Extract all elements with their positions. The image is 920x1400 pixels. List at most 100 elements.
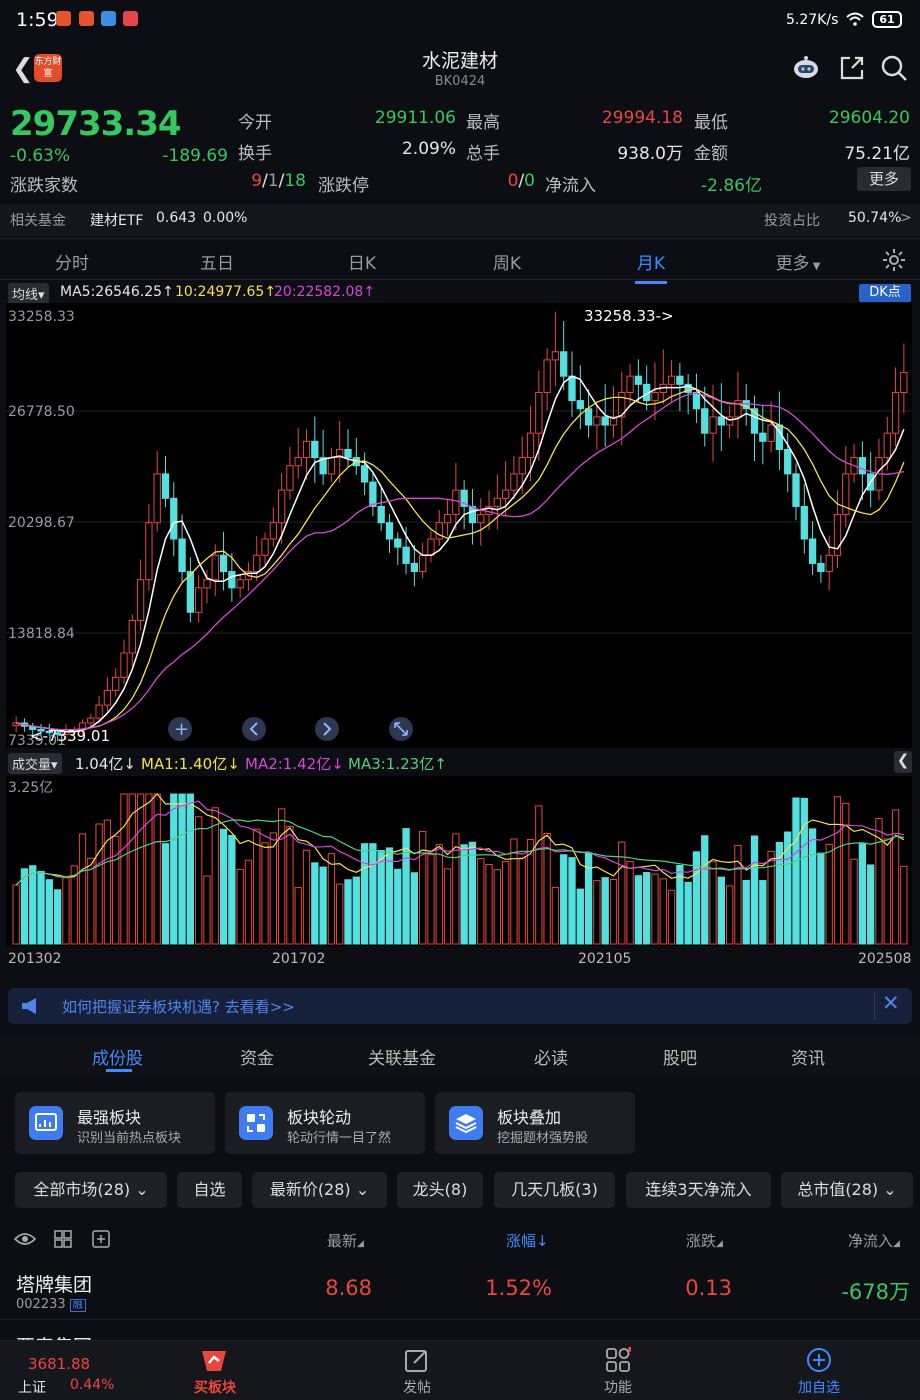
volume-bar (593, 880, 601, 945)
card-sector-rotation[interactable]: 板块轮动 轮动行情一目了然 (225, 1092, 425, 1154)
index-name: 上证 (18, 1380, 46, 1396)
volume-bar (626, 860, 634, 945)
index-value[interactable]: 3681.88 (28, 1355, 91, 1373)
card-sector-overlay[interactable]: 板块叠加 挖掘题材强势股 (435, 1092, 635, 1154)
candle-body (891, 391, 900, 434)
volume-bar (485, 863, 493, 945)
eye-icon[interactable] (14, 1232, 36, 1246)
tab-related-funds[interactable]: 关联基金 (368, 1049, 436, 1069)
filter-limit-days[interactable]: 几天几板(3) (494, 1172, 615, 1208)
col-latest[interactable]: 最新◢ (327, 1232, 364, 1250)
candle-body (560, 351, 568, 377)
chart-nav-controls: + (168, 717, 413, 741)
wifi-icon (846, 12, 864, 26)
volume-bars-group (12, 793, 908, 945)
candle-body (369, 481, 377, 507)
tab-must-read[interactable]: 必读 (534, 1049, 568, 1069)
candle-body (410, 562, 419, 573)
x-label: 201302 (8, 951, 62, 967)
robot-assistant-icon[interactable] (792, 54, 820, 82)
stock-net-inflow: -678万 (841, 1280, 910, 1304)
related-fund-row[interactable]: 相关基金 建材ETF 0.643 0.00% 投资占比 50.74% > (0, 204, 920, 236)
notification-icon (79, 11, 94, 26)
grid-icon[interactable] (54, 1230, 72, 1248)
ma20-value: 20:22582.08↑ (274, 284, 376, 300)
promo-banner[interactable]: 如何把握证券板块机遇? 去看看>> ✕ (8, 988, 912, 1024)
filter-all-market[interactable]: 全部市场(28) ⌄ (15, 1172, 167, 1208)
tab-news[interactable]: 资讯 (791, 1049, 825, 1069)
dk-point-button[interactable]: DK点 (859, 284, 911, 302)
high-value: 29994.18 (601, 108, 683, 128)
nav-buy-sector[interactable]: 买板块 (194, 1380, 236, 1396)
volume-bar (460, 844, 468, 945)
zoom-in-button[interactable] (168, 717, 192, 741)
volume-selector-button[interactable]: 成交量▾ (8, 753, 62, 774)
chevron-left-icon (249, 722, 258, 736)
expand-icon (394, 722, 408, 736)
volume-bar (360, 843, 369, 945)
nav-post[interactable]: 发帖 (403, 1380, 431, 1396)
open-label: 今开 (238, 113, 272, 133)
share-icon[interactable] (838, 54, 866, 82)
close-icon[interactable]: ✕ (882, 991, 900, 1015)
turnover-value: 2.09% (401, 139, 456, 159)
nav-add-watchlist[interactable]: 加自选 (798, 1380, 840, 1396)
filter-net-inflow[interactable]: 连续3天净流入 (626, 1172, 771, 1208)
volume-bar (112, 835, 120, 945)
settings-gear-icon[interactable] (882, 248, 906, 272)
tab-funds-flow[interactable]: 资金 (240, 1049, 274, 1069)
col-net-inflow[interactable]: 净流入◢ (848, 1232, 900, 1250)
candle-body (526, 432, 535, 459)
table-row[interactable]: 塔牌集团 002233 融 8.68 1.52% 0.13 -678万 (0, 1258, 920, 1320)
collapse-panel-button[interactable]: ❮ (894, 751, 912, 773)
stock-name: 亚泰集团 (16, 1332, 92, 1342)
volume-bar (443, 868, 452, 945)
scroll-right-button[interactable] (315, 717, 339, 741)
table-row[interactable]: 亚泰集团 (0, 1320, 920, 1342)
back-icon[interactable]: ❮ (12, 54, 34, 84)
volume-bar (891, 809, 900, 945)
tab-five-day[interactable]: 五日 (200, 254, 234, 274)
candle-body (676, 375, 684, 385)
filter-watchlist[interactable]: 自选 (177, 1172, 242, 1208)
candle-body (452, 489, 460, 516)
tab-monthly-k[interactable]: 月K (611, 249, 691, 284)
filter-leader[interactable]: 龙头(8) (397, 1172, 483, 1208)
tab-weekly-k[interactable]: 周K (492, 254, 522, 274)
ma-legend: 均线▾ MA5:26546.25↑ 10:24977.65↑ 20:22582.… (0, 281, 920, 304)
volume-bar (327, 853, 336, 945)
candlestick-chart[interactable]: 33258.33 26778.50 20298.67 13818.84 7339… (0, 303, 920, 748)
layers-icon (449, 1106, 483, 1140)
candle-body (460, 489, 468, 507)
add-icon[interactable] (92, 1230, 110, 1248)
volume-chart[interactable]: 3.25亿 (0, 776, 920, 946)
volume-bar (518, 857, 526, 945)
stock-code: 002233 融 (16, 1296, 86, 1312)
volume-bar (336, 883, 344, 945)
col-change-pct[interactable]: 涨幅↓ (506, 1232, 549, 1250)
candle-body (170, 497, 178, 540)
card-strongest-sector[interactable]: 最强板块 识别当前热点板块 (15, 1092, 215, 1154)
index-pct: 0.44% (70, 1377, 115, 1393)
search-icon[interactable] (880, 54, 908, 82)
scroll-left-button[interactable] (242, 717, 266, 741)
col-change[interactable]: 涨跌◢ (686, 1232, 723, 1250)
tab-intraday[interactable]: 分时 (55, 254, 89, 274)
tab-more[interactable]: 更多 ▼ (775, 254, 821, 274)
volume-bar (493, 869, 501, 945)
ma10-value: 10:24977.65↑ (175, 284, 277, 300)
ma-selector-button[interactable]: 均线▾ (8, 283, 49, 304)
tab-forum[interactable]: 股吧 (663, 1049, 697, 1069)
tab-constituents[interactable]: 成份股 (92, 1049, 143, 1069)
volume-bar (784, 831, 792, 945)
volume-bar (477, 857, 485, 945)
card-title: 板块叠加 (497, 1108, 562, 1127)
filter-latest-price[interactable]: 最新价(28) ⌄ (252, 1172, 387, 1208)
nav-functions[interactable]: 功能 (604, 1380, 632, 1396)
volume-bar (319, 866, 327, 945)
filter-market-cap[interactable]: 总市值(28) ⌄ (781, 1172, 913, 1208)
tab-daily-k[interactable]: 日K (347, 254, 377, 274)
more-button[interactable]: 更多 (857, 167, 911, 191)
volume-bar (634, 875, 643, 945)
low-value: 29604.20 (828, 108, 910, 128)
